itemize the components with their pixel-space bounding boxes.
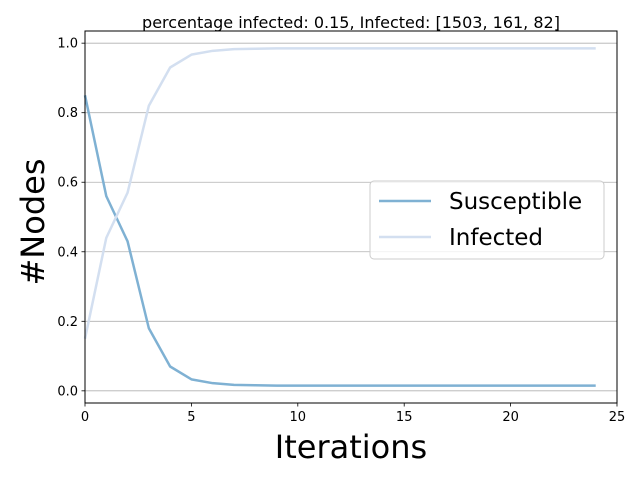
- legend-label-infected: Infected: [449, 225, 543, 251]
- x-tick-label: 20: [502, 410, 519, 425]
- series-lines: [83, 47, 596, 387]
- x-tick-label: 10: [290, 410, 307, 425]
- plot-frame: [84, 30, 618, 404]
- x-tick-label: 15: [396, 410, 413, 425]
- series-line-susceptible: [83, 95, 596, 387]
- y-tick-label: 0.4: [57, 245, 78, 260]
- y-tick-label: 0.2: [57, 315, 78, 330]
- series-line-infected: [83, 47, 596, 339]
- y-tick-label: 0.0: [57, 384, 78, 399]
- y-axis-label: #Nodes: [14, 159, 52, 286]
- x-tick-label: 0: [81, 410, 89, 425]
- x-tick-label: 5: [187, 410, 195, 425]
- legend: Susceptible Infected: [369, 180, 605, 260]
- chart-title: percentage infected: 0.15, Infected: [15…: [142, 13, 560, 32]
- y-axis: 0.0 0.2 0.4 0.6 0.8 1.0: [57, 37, 85, 399]
- y-tick-label: 1.0: [57, 37, 78, 52]
- legend-label-susceptible: Susceptible: [449, 189, 582, 215]
- y-tick-label: 0.8: [57, 106, 78, 121]
- x-axis: 0 5 10 15 20 25: [81, 403, 625, 425]
- x-axis-label: Iterations: [275, 428, 427, 466]
- grid: [85, 42, 617, 392]
- y-tick-label: 0.6: [57, 176, 78, 191]
- x-tick-label: 25: [609, 410, 626, 425]
